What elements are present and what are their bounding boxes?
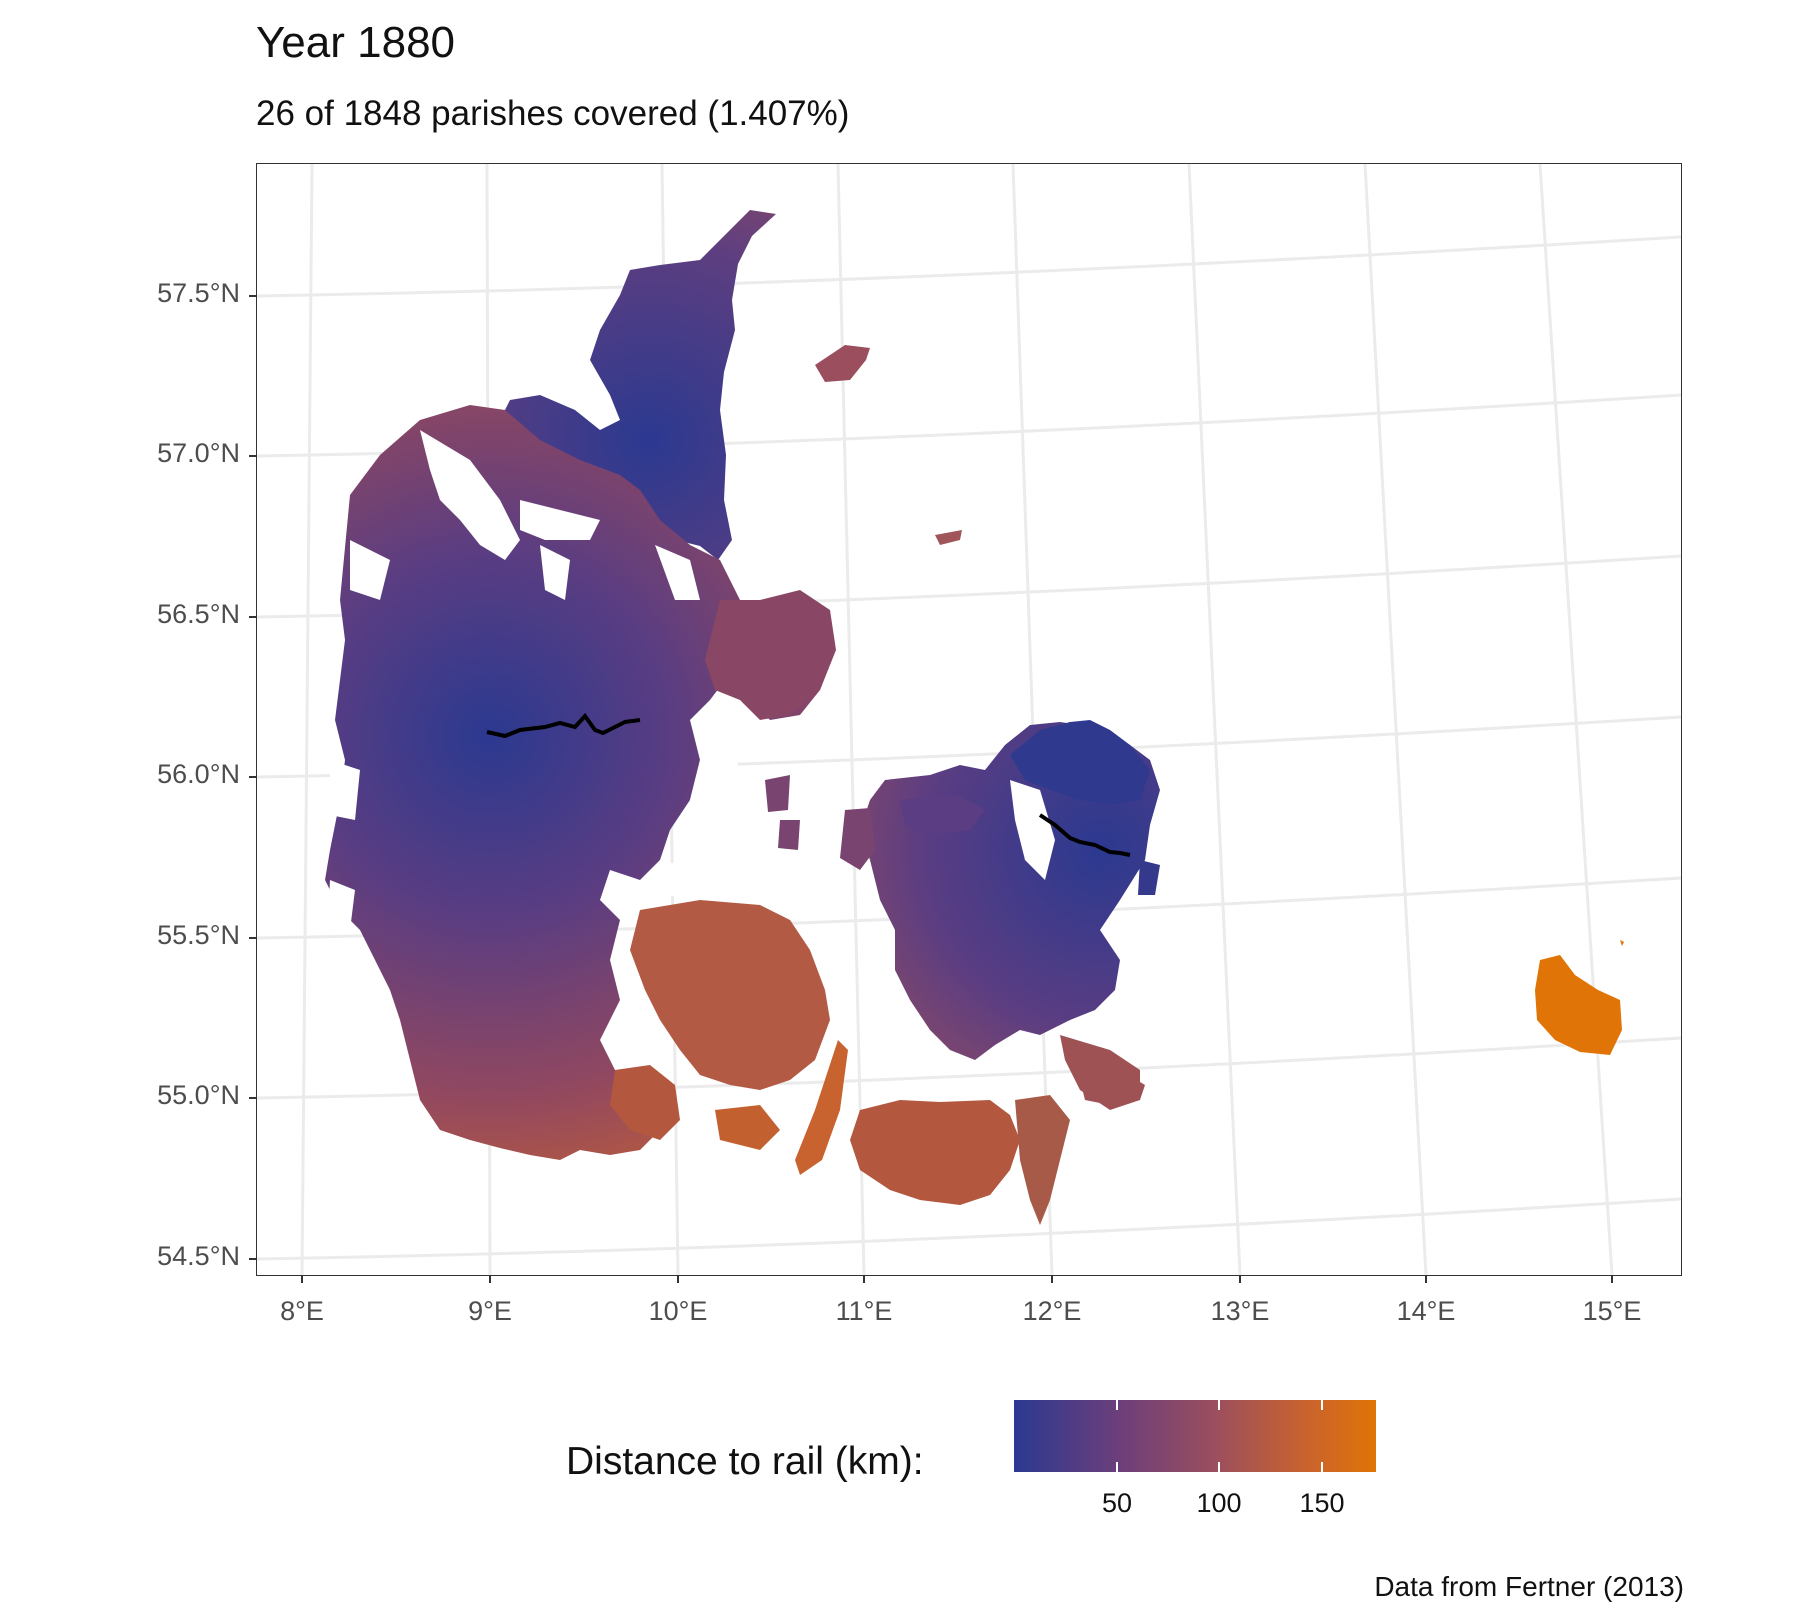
- lat-label: 56.0°N: [157, 759, 240, 789]
- lon-label: 14°E: [1396, 1296, 1456, 1326]
- falster: [1015, 1095, 1070, 1225]
- amager: [1138, 860, 1160, 895]
- chart-title: Year 1880: [256, 18, 456, 67]
- als: [610, 1065, 680, 1140]
- plot-panel: [256, 163, 1682, 1276]
- data-source-caption: Data from Fertner (2013): [1374, 1571, 1684, 1602]
- legend-tick-label: 150: [1299, 1488, 1345, 1518]
- lon-label: 8°E: [280, 1296, 324, 1326]
- lat-label: 57.5°N: [157, 278, 240, 308]
- rail-line-jutland: [486, 712, 641, 739]
- lat-label: 57.0°N: [157, 438, 240, 468]
- lolland: [850, 1100, 1020, 1205]
- lat-label: 55.0°N: [157, 1080, 240, 1110]
- jutland: [325, 405, 835, 1160]
- langeland: [795, 1040, 848, 1175]
- lon-label: 13°E: [1210, 1296, 1270, 1326]
- lat-label: 54.5°N: [157, 1241, 240, 1271]
- lon-label: 12°E: [1022, 1296, 1082, 1326]
- lon-label: 10°E: [648, 1296, 708, 1326]
- legend-title: Distance to rail (km):: [566, 1440, 924, 1483]
- chart-subtitle: 26 of 1848 parishes covered (1.407%): [256, 94, 850, 133]
- north-zealand: [1010, 720, 1150, 805]
- lat-label: 56.5°N: [157, 599, 240, 629]
- anholt: [935, 530, 962, 545]
- lat-label: 55.5°N: [157, 920, 240, 950]
- legend-tick-label: 100: [1196, 1488, 1242, 1518]
- lon-label: 15°E: [1582, 1296, 1642, 1326]
- lon-label: 11°E: [835, 1296, 893, 1326]
- lon-label: 9°E: [468, 1296, 512, 1326]
- laesoe: [815, 345, 870, 382]
- djursland: [705, 590, 836, 720]
- landmass-layer: [325, 210, 1624, 1225]
- rail-line-zealand: [1038, 813, 1131, 857]
- x-axis-ticks: [301, 1276, 1613, 1283]
- legend-tick-label: 50: [1101, 1488, 1133, 1518]
- funen: [630, 900, 830, 1090]
- moen: [1080, 1070, 1145, 1105]
- bornholm: [1535, 955, 1622, 1055]
- y-axis-ticks: [249, 295, 256, 1260]
- samsoe: [840, 808, 875, 870]
- legend-ticks: [1116, 1400, 1323, 1472]
- legend-colorbar: [1014, 1400, 1376, 1472]
